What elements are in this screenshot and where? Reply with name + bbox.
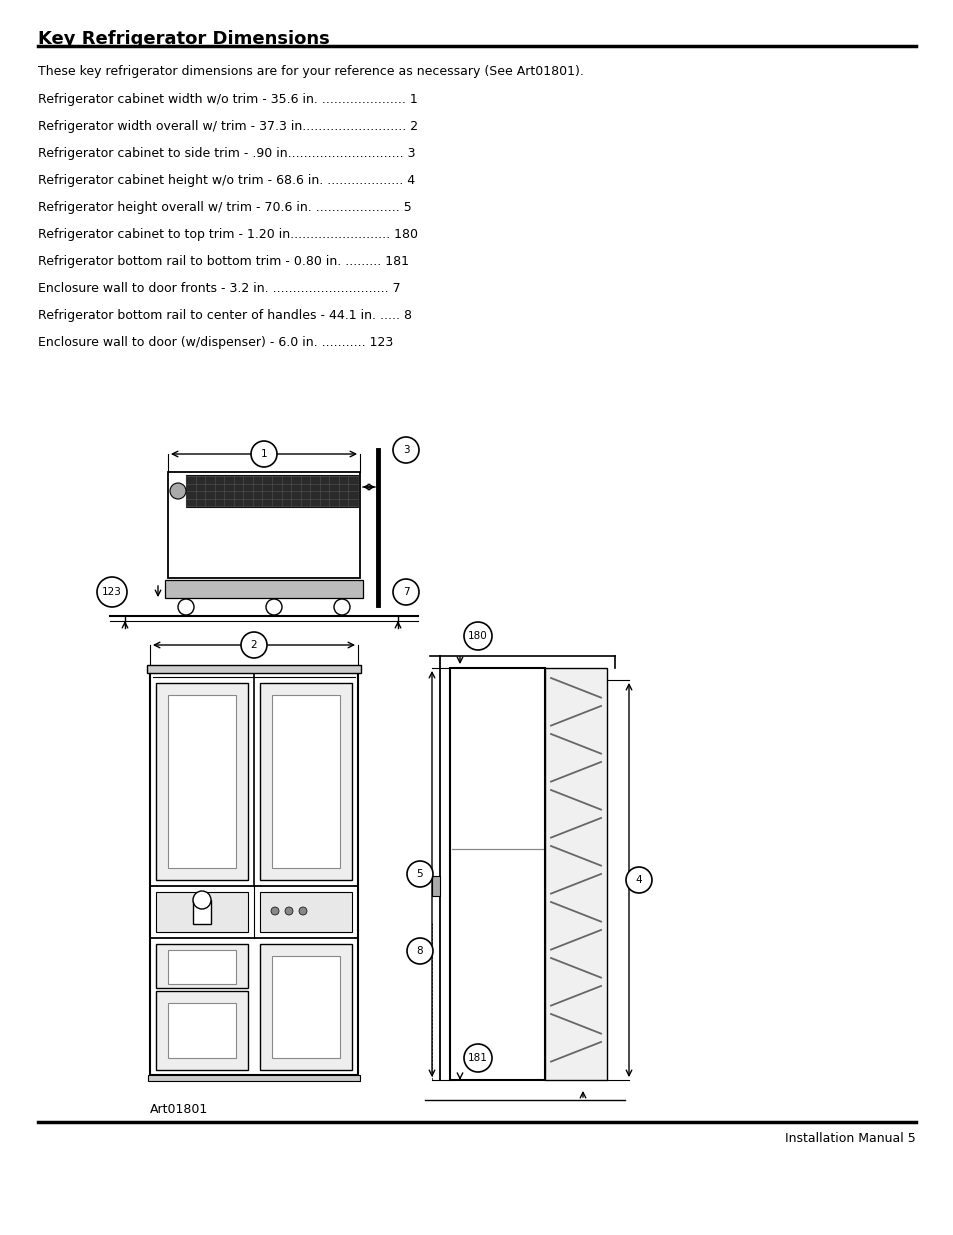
Bar xyxy=(260,683,352,881)
Bar xyxy=(156,892,248,932)
Text: Refrigerator width overall w/ trim - 37.3 in.......................... 2: Refrigerator width overall w/ trim - 37.… xyxy=(38,120,417,133)
Text: Refrigerator cabinet width w/o trim - 35.6 in. ..................... 1: Refrigerator cabinet width w/o trim - 35… xyxy=(38,93,417,106)
Text: Refrigerator height overall w/ trim - 70.6 in. ..................... 5: Refrigerator height overall w/ trim - 70… xyxy=(38,201,412,214)
Bar xyxy=(168,1003,235,1058)
Text: 123: 123 xyxy=(102,587,122,597)
Circle shape xyxy=(271,906,278,915)
Bar xyxy=(147,664,360,673)
Circle shape xyxy=(266,599,282,615)
Text: Installation Manual 5: Installation Manual 5 xyxy=(784,1132,915,1145)
Bar xyxy=(168,695,235,868)
Bar xyxy=(260,892,352,932)
Text: 1: 1 xyxy=(260,450,267,459)
Text: Enclosure wall to door fronts - 3.2 in. ............................. 7: Enclosure wall to door fronts - 3.2 in. … xyxy=(38,282,400,295)
Bar xyxy=(150,673,357,1074)
Text: Refrigerator bottom rail to bottom trim - 0.80 in. ......... 181: Refrigerator bottom rail to bottom trim … xyxy=(38,254,409,268)
Circle shape xyxy=(251,441,276,467)
Text: 5: 5 xyxy=(416,869,423,879)
Bar xyxy=(260,944,352,1070)
Bar xyxy=(450,668,544,1079)
Text: 4: 4 xyxy=(635,876,641,885)
Circle shape xyxy=(407,939,433,965)
Text: 3: 3 xyxy=(402,445,409,454)
Text: Refrigerator cabinet to top trim - 1.20 in......................... 180: Refrigerator cabinet to top trim - 1.20 … xyxy=(38,228,417,241)
Circle shape xyxy=(334,599,350,615)
Text: These key refrigerator dimensions are for your reference as necessary (See Art01: These key refrigerator dimensions are fo… xyxy=(38,65,583,78)
Text: Enclosure wall to door (w/dispenser) - 6.0 in. ........... 123: Enclosure wall to door (w/dispenser) - 6… xyxy=(38,336,393,350)
Bar xyxy=(432,876,439,897)
Text: Refrigerator bottom rail to center of handles - 44.1 in. ..... 8: Refrigerator bottom rail to center of ha… xyxy=(38,309,412,322)
Bar xyxy=(148,1074,359,1081)
Text: Art01801: Art01801 xyxy=(150,1103,208,1116)
Bar xyxy=(156,683,248,881)
Text: 180: 180 xyxy=(468,631,487,641)
Circle shape xyxy=(407,861,433,887)
Circle shape xyxy=(193,890,211,909)
Circle shape xyxy=(170,483,186,499)
Circle shape xyxy=(625,867,651,893)
Circle shape xyxy=(393,437,418,463)
Circle shape xyxy=(393,579,418,605)
Text: 8: 8 xyxy=(416,946,423,956)
Circle shape xyxy=(285,906,293,915)
Text: 181: 181 xyxy=(468,1053,487,1063)
Bar xyxy=(156,944,248,988)
Circle shape xyxy=(463,622,492,650)
Bar xyxy=(272,695,339,868)
Text: Refrigerator cabinet height w/o trim - 68.6 in. ................... 4: Refrigerator cabinet height w/o trim - 6… xyxy=(38,174,415,186)
Circle shape xyxy=(97,577,127,606)
Bar xyxy=(156,990,248,1070)
Bar xyxy=(168,950,235,984)
Bar xyxy=(544,668,606,1079)
Bar xyxy=(168,472,359,578)
Text: Key Refrigerator Dimensions: Key Refrigerator Dimensions xyxy=(38,30,330,48)
Bar xyxy=(272,956,339,1058)
Circle shape xyxy=(298,906,307,915)
Circle shape xyxy=(241,632,267,658)
Circle shape xyxy=(463,1044,492,1072)
Text: Refrigerator cabinet to side trim - .90 in............................. 3: Refrigerator cabinet to side trim - .90 … xyxy=(38,147,416,161)
Bar xyxy=(186,475,357,508)
Text: 2: 2 xyxy=(251,640,257,650)
Text: 7: 7 xyxy=(402,587,409,597)
Bar xyxy=(193,900,211,924)
Bar xyxy=(165,580,363,598)
Circle shape xyxy=(178,599,193,615)
